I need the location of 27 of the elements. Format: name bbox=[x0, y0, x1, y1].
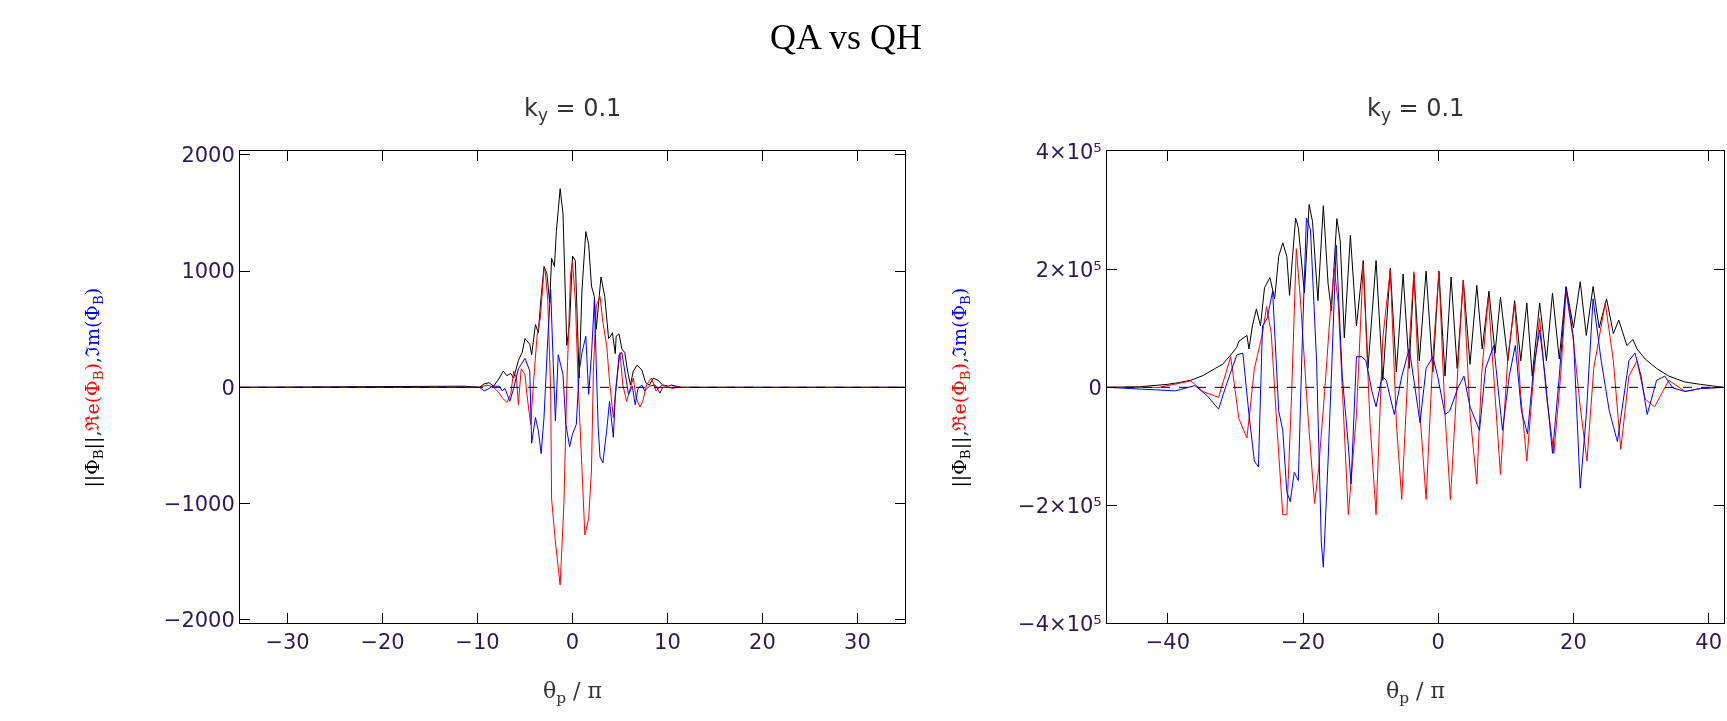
x-tick-label: −30 bbox=[265, 630, 310, 655]
y-tick-label: 1000 bbox=[181, 259, 235, 284]
chart-title: k$_{y}$ = 0.1 bbox=[1367, 94, 1465, 126]
y-tick-label: 2×10⁵ bbox=[1035, 257, 1102, 282]
x-tick-label: −10 bbox=[455, 630, 500, 655]
x-tick-label: 10 bbox=[654, 630, 681, 655]
y-tick-label: 4×10⁵ bbox=[1035, 139, 1102, 164]
x-tick-label: 30 bbox=[844, 630, 871, 655]
y-tick-label: 0 bbox=[1088, 375, 1102, 400]
x-tick-label: 20 bbox=[1560, 630, 1587, 655]
x-tick-label: 40 bbox=[1695, 630, 1723, 655]
x-axis-title: θ$_{p}$ / π bbox=[543, 678, 602, 707]
x-tick-label: −40 bbox=[1145, 630, 1191, 655]
x-tick-label: −20 bbox=[360, 630, 405, 655]
y-tick-label: −2×10⁵ bbox=[1018, 493, 1102, 518]
chart-title: k$_{y}$ = 0.1 bbox=[524, 94, 622, 126]
y-tick-label: 2000 bbox=[181, 143, 235, 168]
x-axis-title: θ$_{p}$ / π bbox=[1386, 678, 1445, 707]
y-tick-label: −2000 bbox=[163, 608, 235, 633]
x-tick-label: −20 bbox=[1280, 630, 1326, 655]
x-tick-label: 0 bbox=[1431, 630, 1445, 655]
y-tick-label: 0 bbox=[221, 375, 235, 400]
text: QA vs QH bbox=[770, 17, 923, 57]
y-tick-label: −1000 bbox=[163, 491, 235, 516]
y-tick-label: −4×10⁵ bbox=[1018, 611, 1102, 636]
x-tick-label: 0 bbox=[565, 630, 580, 655]
x-tick-label: 20 bbox=[749, 630, 776, 655]
